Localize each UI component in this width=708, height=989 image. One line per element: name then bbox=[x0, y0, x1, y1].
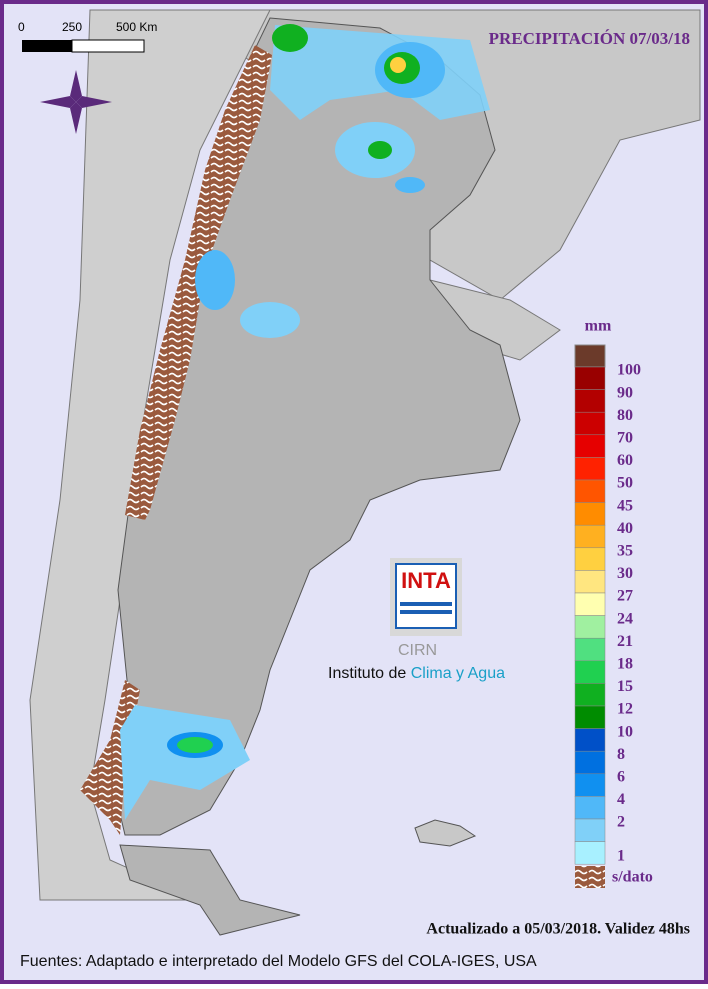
legend-swatch bbox=[574, 592, 606, 616]
chile bbox=[29, 9, 271, 901]
legend-cap bbox=[574, 344, 606, 368]
malvinas bbox=[414, 819, 477, 847]
logo-name: INTA bbox=[401, 568, 451, 593]
legend-label: 2 bbox=[617, 814, 625, 831]
legend-label: 90 bbox=[617, 384, 633, 401]
legend-no-data-label: s/dato bbox=[612, 869, 653, 886]
legend-label: 45 bbox=[617, 497, 633, 514]
legend-label: 8 bbox=[617, 746, 625, 763]
legend-swatch bbox=[574, 818, 606, 842]
scale-label: 0 bbox=[18, 20, 25, 34]
scale-bar bbox=[71, 39, 145, 53]
legend-label: 27 bbox=[617, 588, 633, 605]
legend-label: 15 bbox=[617, 678, 633, 695]
legend-label: 40 bbox=[617, 520, 633, 537]
legend-label: 12 bbox=[617, 701, 633, 718]
scale-label: 500 Km bbox=[116, 20, 157, 34]
precipitation-areas bbox=[120, 24, 490, 820]
legend-swatch bbox=[574, 683, 606, 707]
legend-swatch bbox=[574, 615, 606, 639]
legend-label: 24 bbox=[617, 610, 633, 627]
legend-swatch bbox=[574, 637, 606, 662]
legend-label: 70 bbox=[617, 429, 633, 446]
legend-label: 100 bbox=[617, 362, 641, 379]
legend-swatch bbox=[574, 457, 606, 481]
logo-institute: Instituto de Clima y Agua bbox=[328, 665, 505, 682]
legend-swatch bbox=[574, 773, 606, 797]
legend-swatch bbox=[574, 570, 606, 594]
legend-swatch bbox=[574, 411, 606, 436]
legend-label: 4 bbox=[617, 791, 625, 808]
tierra-del-fuego bbox=[119, 844, 301, 936]
legend-swatch bbox=[574, 389, 606, 413]
legend-label: 10 bbox=[617, 723, 633, 740]
legend-label: 6 bbox=[617, 768, 625, 785]
legend-swatch bbox=[574, 728, 606, 752]
legend-no-data-swatch bbox=[575, 866, 605, 888]
legend-swatch bbox=[574, 796, 606, 820]
legend-swatch bbox=[574, 366, 606, 390]
logo-center: CIRN bbox=[398, 642, 437, 659]
legend-swatch bbox=[574, 547, 606, 571]
legend-label: 35 bbox=[617, 542, 633, 559]
legend-swatch bbox=[574, 502, 606, 526]
legend-unit: mm bbox=[585, 318, 612, 335]
legend-label: 50 bbox=[617, 475, 633, 492]
legend-label: 21 bbox=[617, 633, 633, 650]
legend-swatch bbox=[574, 434, 606, 458]
compass-rose bbox=[40, 70, 112, 134]
legend-swatch bbox=[574, 524, 606, 549]
legend-swatch bbox=[574, 479, 606, 503]
title: PRECIPITACIÓN 07/03/18 bbox=[489, 29, 690, 48]
legend-swatch bbox=[574, 705, 606, 729]
legend-label: 80 bbox=[617, 407, 633, 424]
sources: Fuentes: Adaptado e interpretado del Mod… bbox=[20, 953, 537, 970]
scale-bar bbox=[22, 40, 72, 52]
legend-label: 1 bbox=[617, 848, 625, 865]
legend-swatch bbox=[574, 750, 606, 775]
scale-label: 250 bbox=[62, 20, 82, 34]
updated: Actualizado a 05/03/2018. Validez 48hs bbox=[426, 921, 690, 938]
legend-label: 60 bbox=[617, 452, 633, 469]
legend-label: 30 bbox=[617, 565, 633, 582]
legend-swatch bbox=[574, 660, 606, 684]
legend-label: 18 bbox=[617, 655, 633, 672]
legend-swatch bbox=[574, 841, 606, 865]
logo: INTA CIRN Instituto de Clima y Agua bbox=[328, 558, 505, 682]
no-data-area bbox=[80, 680, 140, 835]
